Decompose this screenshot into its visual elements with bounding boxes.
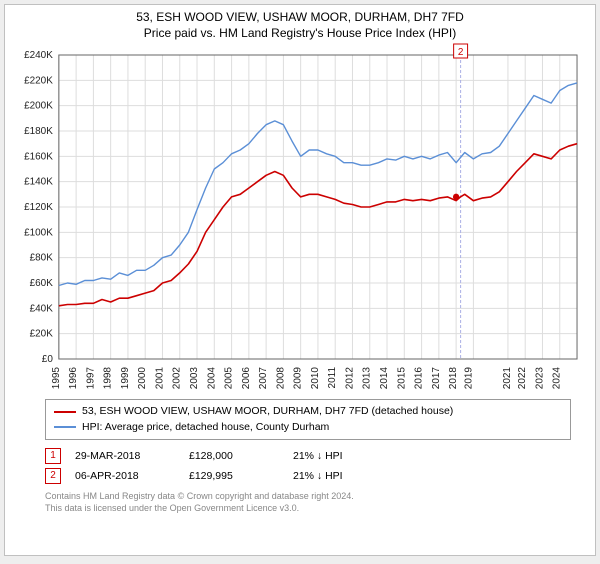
svg-text:1996: 1996 [68,367,79,390]
svg-text:2001: 2001 [154,367,165,390]
svg-text:2008: 2008 [275,367,286,390]
svg-text:£20K: £20K [30,329,54,340]
svg-text:£0: £0 [42,354,54,365]
svg-text:£60K: £60K [30,278,54,289]
svg-text:2019: 2019 [463,367,474,390]
chart-title-block: 53, ESH WOOD VIEW, USHAW MOOR, DURHAM, D… [5,5,595,41]
svg-text:2000: 2000 [137,367,148,390]
svg-text:2010: 2010 [310,367,321,390]
svg-text:£40K: £40K [30,304,54,315]
svg-text:1995: 1995 [51,367,62,390]
svg-text:2015: 2015 [396,367,407,390]
sale-delta: 21% ↓ HPI [293,470,363,482]
svg-text:£240K: £240K [24,50,53,61]
sale-row: 2 06-APR-2018 £129,995 21% ↓ HPI [45,466,571,486]
sale-date: 06-APR-2018 [75,470,175,482]
legend-item: 53, ESH WOOD VIEW, USHAW MOOR, DURHAM, D… [54,404,562,419]
svg-text:2006: 2006 [241,367,252,390]
chart-legend: 53, ESH WOOD VIEW, USHAW MOOR, DURHAM, D… [45,399,571,439]
svg-text:1998: 1998 [103,367,114,390]
sale-price: £129,995 [189,470,279,482]
chart-title-line1: 53, ESH WOOD VIEW, USHAW MOOR, DURHAM, D… [11,9,589,25]
sale-row: 1 29-MAR-2018 £128,000 21% ↓ HPI [45,446,571,466]
svg-text:2009: 2009 [293,367,304,390]
footer-line1: Contains HM Land Registry data © Crown c… [45,490,571,502]
svg-text:2003: 2003 [189,367,200,390]
sale-price: £128,000 [189,450,279,462]
sale-date: 29-MAR-2018 [75,450,175,462]
svg-text:£100K: £100K [24,228,53,239]
svg-text:1997: 1997 [85,367,96,390]
chart-title-line2: Price paid vs. HM Land Registry's House … [11,25,589,41]
svg-text:2016: 2016 [414,367,425,390]
sale-badge: 1 [45,448,61,464]
legend-label: HPI: Average price, detached house, Coun… [82,420,329,435]
svg-text:2011: 2011 [327,367,338,389]
svg-text:2018: 2018 [448,367,459,390]
svg-text:£160K: £160K [24,152,53,163]
svg-text:2002: 2002 [172,367,183,390]
svg-text:2023: 2023 [534,367,545,390]
sale-badge: 2 [45,468,61,484]
svg-text:1999: 1999 [120,367,131,390]
svg-text:£120K: £120K [24,202,53,213]
footer-attribution: Contains HM Land Registry data © Crown c… [45,490,571,514]
legend-item: HPI: Average price, detached house, Coun… [54,420,562,435]
svg-text:£220K: £220K [24,76,53,87]
svg-text:£200K: £200K [24,101,53,112]
svg-text:2014: 2014 [379,367,390,390]
sale-delta: 21% ↓ HPI [293,450,363,462]
svg-text:2017: 2017 [431,367,442,390]
svg-text:2004: 2004 [206,367,217,390]
price-chart: £0 £20K £40K £60K £80K £100K £120K £140K £160K £1… [15,43,585,393]
svg-text:2012: 2012 [344,367,355,390]
footer-line2: This data is licensed under the Open Gov… [45,502,571,514]
svg-text:£180K: £180K [24,126,53,137]
svg-text:2007: 2007 [258,367,269,390]
svg-text:2005: 2005 [224,367,235,390]
svg-text:2: 2 [458,47,464,58]
legend-swatch [54,411,76,413]
svg-text:2024: 2024 [552,367,563,390]
svg-text:£140K: £140K [24,177,53,188]
svg-text:2021: 2021 [502,367,513,390]
svg-text:2022: 2022 [517,367,528,390]
legend-label: 53, ESH WOOD VIEW, USHAW MOOR, DURHAM, D… [82,404,453,419]
sales-table: 1 29-MAR-2018 £128,000 21% ↓ HPI 2 06-APR-201… [45,446,571,486]
svg-text:£80K: £80K [30,253,54,264]
svg-text:2013: 2013 [362,367,373,390]
legend-swatch [54,426,76,428]
